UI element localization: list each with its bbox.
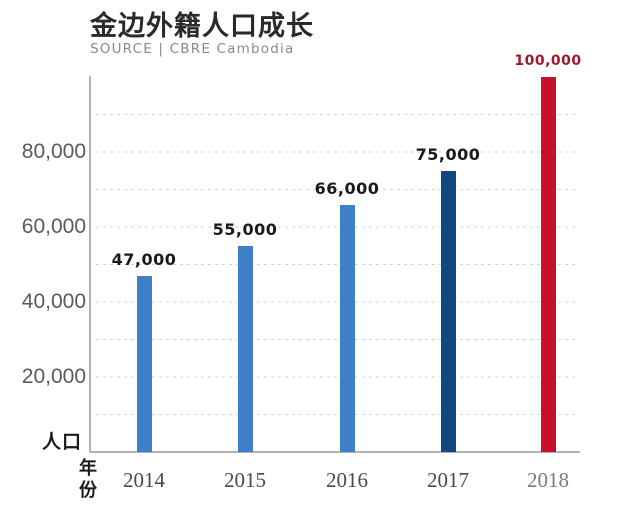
y-tick-label: 80,000 [21, 140, 86, 163]
x-axis-label: 年 份 [77, 458, 99, 502]
x-tick-label: 2015 [224, 468, 266, 492]
y-tick-label: 40,000 [21, 290, 86, 313]
chart-title: 金边外籍人口成长 [90, 11, 314, 42]
y-tick-label: 60,000 [21, 215, 86, 238]
bar-2017 [441, 170, 456, 452]
y-axis-label: 人口 [42, 431, 83, 453]
chart-source: SOURCE | CBRE Cambodia [90, 41, 295, 57]
gridlines [96, 114, 578, 415]
bar-2018 [541, 77, 556, 452]
y-tick-label: 20,000 [21, 365, 86, 388]
x-tick-label: 2017 [427, 468, 469, 492]
bar-2015 [238, 245, 253, 452]
bar-2016 [340, 204, 355, 452]
bar-2014 [137, 275, 152, 452]
x-axis-label-char-2: 份 [79, 480, 97, 501]
data-label-2017: 75,000 [415, 144, 481, 164]
x-axis-label-char-1: 年 [79, 458, 97, 479]
x-tick-label: 2016 [326, 468, 368, 492]
data-label-2016: 66,000 [314, 178, 380, 198]
x-tick-label: 2018 [527, 468, 569, 492]
x-tick-label: 2014 [123, 468, 165, 492]
data-label-2015: 55,000 [212, 219, 278, 239]
data-label-2018: 100,000 [514, 53, 582, 69]
data-label-2014: 47,000 [111, 249, 177, 269]
